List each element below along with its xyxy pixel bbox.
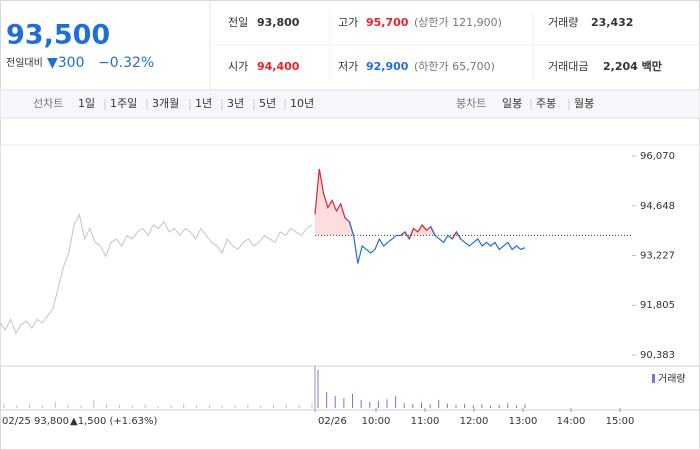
y-tick-label: 91,805 [640,300,675,311]
tab-bar [0,89,700,119]
period-tab[interactable]: 10년 [290,97,314,110]
candle-tab[interactable]: 일봉 [502,96,522,110]
prev-day-line [0,212,313,335]
x-tick-label: 15:00 [606,416,635,427]
change-label: 전일대비 [6,57,43,69]
tab-group-label: 봉차트 [456,97,486,110]
legend-label: 거래량 [658,373,686,385]
up-area [409,224,435,239]
period-tab[interactable]: 1주일 [110,96,137,110]
stat-label: 전일 [228,15,248,29]
x-tick-label: 13:00 [509,416,538,427]
change-pct: −0.32% [98,55,154,71]
stat-label: 시가 [228,60,248,73]
today-line [408,223,436,240]
y-tick-label: 96,070 [640,151,675,162]
today-line [455,231,526,251]
stat-note: (상한가 121,900) [414,16,502,29]
prev-change: ▲1,500 (+1.63%) [70,416,158,427]
y-tick-label: 93,227 [640,250,675,261]
up-area [315,168,354,236]
stat-value: 92,900 [366,60,409,73]
stat-note: (하한가 65,700) [414,59,495,73]
y-tick-label: 94,648 [640,201,675,212]
x-tick-label: 10:00 [362,416,391,427]
stat-label: 거래량 [548,16,578,29]
x-tick-label: 14:00 [557,416,586,427]
candle-tab[interactable]: 월봉 [574,97,594,110]
stat-label: 저가 [338,60,358,73]
current-price: 93,500 [6,20,110,51]
period-tab[interactable]: 3개월 [152,97,179,110]
today-line [348,221,406,264]
period-tab[interactable]: 1년 [195,97,212,110]
change: ▼300 [47,55,85,71]
prev-close: 93,800 [34,416,69,427]
stat-value: 2,204 백만 [603,59,662,73]
period-tab[interactable]: 3년 [227,97,244,110]
stat-value: 95,700 [366,16,409,29]
y-tick-label: 90,383 [640,350,675,361]
stat-value: 23,432 [591,16,633,29]
x-tick-label: 12:00 [460,416,489,427]
period-tab[interactable]: 5년 [259,97,276,110]
date-label: 02/26 [318,416,347,427]
date-label: 02/25 [2,416,31,427]
x-tick-label: 11:00 [411,416,440,427]
candle-tab[interactable]: 주봉 [536,97,556,110]
stat-value: 94,400 [257,60,300,73]
up-area [452,231,461,239]
stat-label: 고가 [338,16,358,29]
today-line [314,168,355,236]
tab-group-label: 선차트 [33,97,63,110]
legend-swatch [652,374,655,383]
stat-value: 93,800 [257,16,300,29]
period-tab[interactable]: 1일 [78,96,95,110]
stat-label: 거래대금 [548,60,588,73]
